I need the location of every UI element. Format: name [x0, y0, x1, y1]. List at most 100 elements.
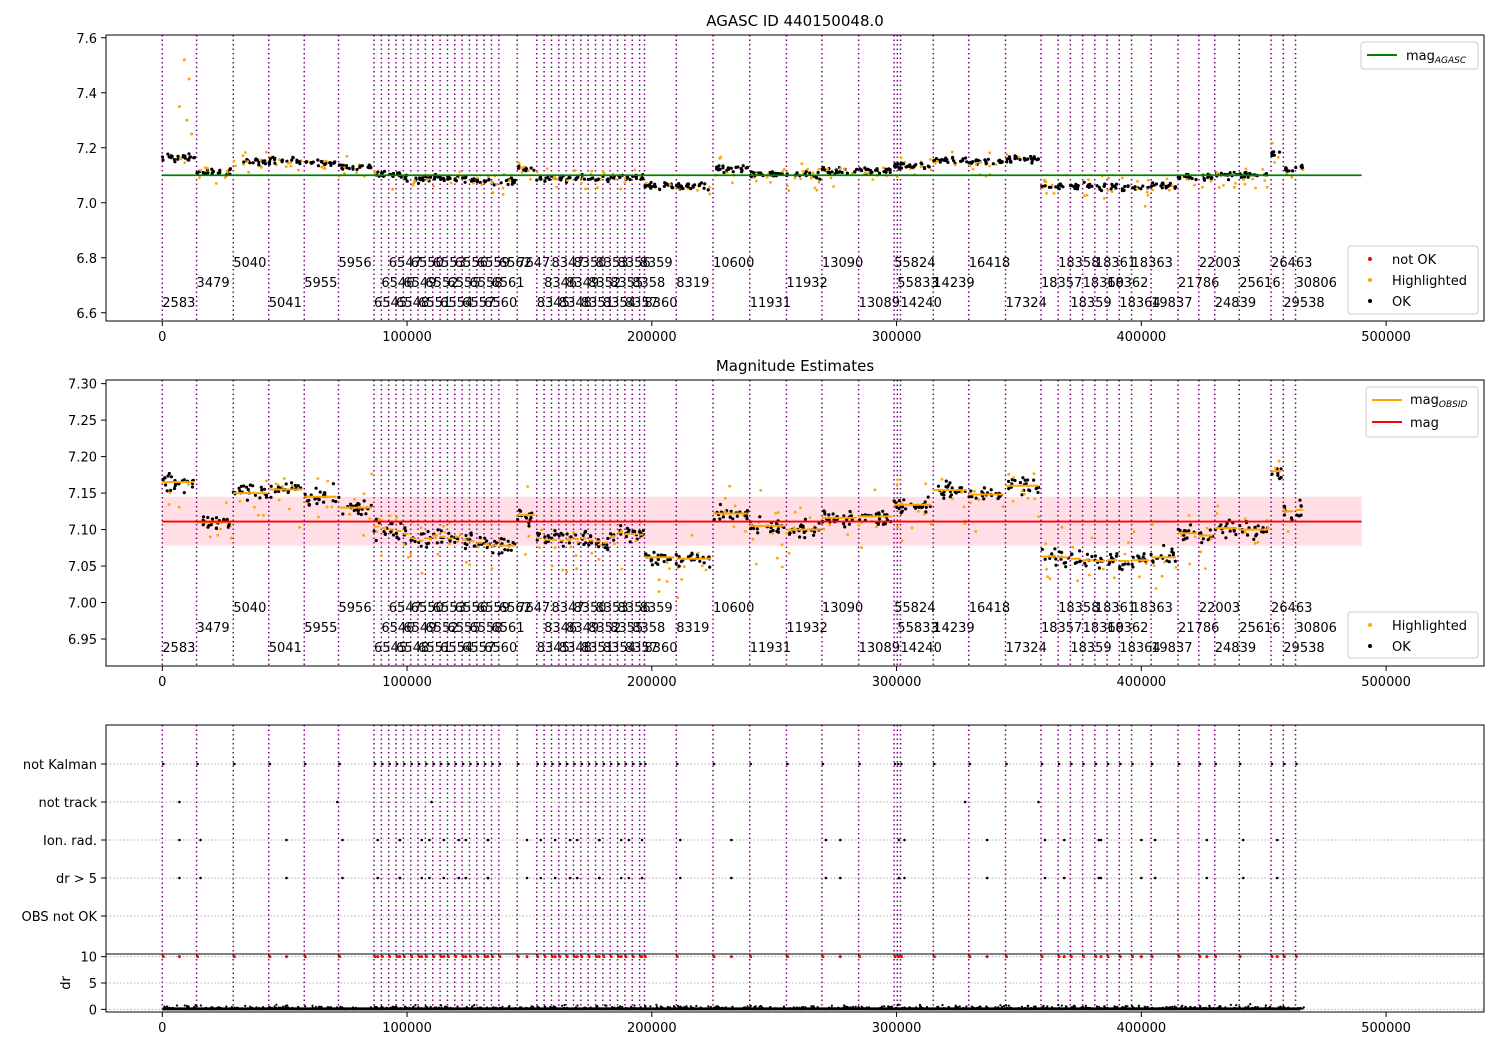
flag-point: [1106, 762, 1110, 766]
not-ok-dr-point: [177, 955, 181, 959]
ok-point: [843, 525, 847, 529]
dr-point: [439, 1004, 443, 1007]
flag-point: [617, 762, 620, 766]
highlighted-point: [1187, 514, 1191, 517]
ok-point: [641, 528, 645, 533]
obsid-label: 6557: [462, 641, 495, 656]
ok-point: [1090, 554, 1094, 559]
ok-point: [1095, 184, 1099, 188]
highlighted-point: [1201, 185, 1204, 189]
flag-point: [442, 838, 446, 842]
ok-point: [628, 178, 632, 182]
not-ok-dr-point: [1198, 955, 1202, 959]
dr-point: [897, 1003, 900, 1006]
ok-point: [656, 562, 660, 567]
ok-point: [1248, 171, 1252, 176]
obsid-label: 3479: [197, 276, 230, 291]
ok-point: [307, 503, 311, 507]
highlighted-point: [519, 166, 523, 170]
highlighted-point: [1276, 156, 1280, 159]
ok-point: [227, 524, 231, 528]
obsid-label: 11931: [750, 641, 791, 656]
ok-point: [333, 160, 337, 164]
ok-point: [296, 484, 300, 488]
ok-point: [892, 164, 897, 168]
ok-point: [1109, 187, 1113, 191]
obsid-label: 6562: [499, 256, 532, 271]
ok-point: [1252, 537, 1256, 542]
ok-point: [173, 160, 177, 164]
ok-point: [318, 490, 322, 494]
ok-point: [1054, 185, 1058, 189]
highlighted-point: [187, 483, 190, 486]
ok-point: [182, 491, 186, 495]
ok-point: [1238, 524, 1242, 528]
obsid-label: 6559: [477, 601, 510, 616]
x-tick-label: 500000: [1361, 675, 1411, 690]
not-ok-dr-point: [968, 955, 972, 959]
ok-point: [1126, 562, 1130, 566]
ok-point: [421, 532, 425, 536]
highlighted-point: [1033, 497, 1037, 501]
highlighted-point: [1012, 476, 1016, 479]
highlighted-point: [535, 170, 539, 174]
legend-box: [1347, 245, 1479, 315]
highlighted-point: [696, 189, 699, 192]
flag-point: [1082, 762, 1085, 766]
obsid-label: 6545: [374, 641, 407, 656]
ok-point: [698, 559, 702, 563]
flag-point: [575, 876, 579, 880]
ok-point: [174, 482, 178, 486]
ok-point: [943, 158, 947, 162]
dr-point: [552, 1005, 555, 1008]
obsid-label: 6552: [425, 621, 458, 636]
highlighted-point: [1254, 186, 1257, 190]
highlighted-point: [289, 161, 293, 165]
highlighted-point: [751, 537, 755, 541]
dr-point: [1219, 1005, 1222, 1008]
ok-point: [718, 502, 723, 507]
ok-point: [1154, 182, 1159, 186]
flag-point: [627, 838, 631, 842]
highlighted-point: [696, 551, 700, 555]
not-ok-dr-point: [1275, 955, 1279, 959]
dr-point: [195, 1005, 198, 1008]
dr-point: [759, 1004, 762, 1008]
highlighted-point: [1123, 552, 1127, 556]
legend-highlighted-marker: [1368, 278, 1372, 282]
not-ok-dr-point: [398, 955, 402, 959]
not-ok-dr-point: [631, 955, 635, 959]
obsid-label: 18361: [1095, 256, 1136, 271]
panel-flags-plot-area: [106, 725, 1484, 1012]
ok-point: [759, 171, 763, 175]
dr-point: [1057, 1003, 1060, 1007]
obsid-label: 19837: [1151, 641, 1192, 656]
highlighted-point: [1193, 183, 1197, 187]
not-ok-dr-point: [575, 955, 579, 959]
not-ok-dr-point: [1295, 955, 1299, 959]
ok-point: [888, 170, 892, 174]
ok-point: [991, 162, 995, 166]
ok-point: [1075, 560, 1079, 564]
flag-point: [558, 762, 562, 766]
ok-point: [543, 179, 547, 183]
ok-point: [417, 540, 421, 545]
dr-point: [249, 1005, 252, 1008]
highlighted-point: [634, 539, 638, 543]
dr-point: [1084, 1004, 1087, 1007]
ok-point: [1099, 556, 1103, 561]
flag-point: [1037, 800, 1040, 804]
obsid-label: 5956: [339, 256, 372, 271]
not-ok-dr-point: [402, 955, 406, 959]
ok-point: [827, 513, 831, 517]
not-ok-dr-point: [1057, 955, 1061, 959]
highlighted-point: [1087, 573, 1091, 577]
ok-point: [590, 541, 594, 545]
highlighted-point: [1045, 567, 1048, 571]
ok-point: [1099, 189, 1104, 193]
highlighted-point: [409, 552, 413, 555]
obsid-label: 8347: [551, 601, 584, 616]
ok-point: [169, 488, 173, 492]
ok-point: [597, 545, 601, 549]
